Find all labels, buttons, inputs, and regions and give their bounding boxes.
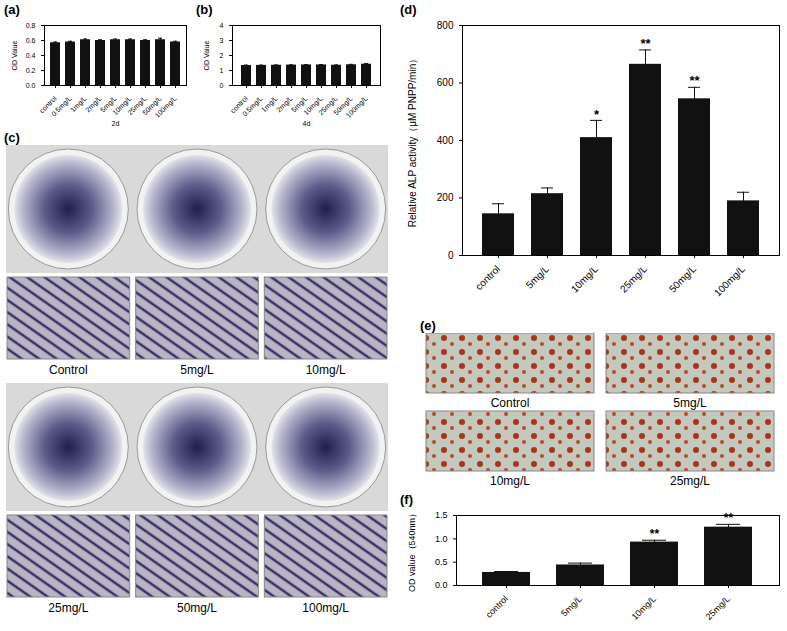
svg-text:2: 2 [220, 52, 224, 59]
svg-text:5mg/L: 5mg/L [673, 396, 707, 410]
svg-text:0.5mg/L: 0.5mg/L [50, 94, 73, 118]
svg-text:control: control [229, 94, 249, 115]
svg-text:10mg/L: 10mg/L [569, 263, 601, 295]
svg-text:1: 1 [220, 67, 224, 74]
svg-text:25mg/L: 25mg/L [126, 94, 148, 117]
html-text:(a): (a) [4, 2, 20, 17]
svg-text:50mg/L: 50mg/L [141, 94, 163, 117]
svg-text:1.5: 1.5 [435, 510, 448, 520]
svg-text:10mg/L: 10mg/L [630, 594, 658, 622]
svg-text:0.2: 0.2 [26, 67, 36, 74]
html-text:(c): (c) [4, 130, 20, 145]
svg-text:400: 400 [437, 135, 454, 146]
svg-text:0.5mg/L: 0.5mg/L [241, 94, 264, 118]
svg-text:100mg/L: 100mg/L [302, 601, 349, 615]
svg-text:2d: 2d [112, 120, 120, 127]
svg-text:0.0: 0.0 [435, 580, 448, 590]
svg-text:50mg/L: 50mg/L [667, 263, 699, 295]
svg-text:control: control [484, 594, 510, 620]
svg-text:100mg/L: 100mg/L [154, 95, 179, 120]
svg-text:0.4: 0.4 [26, 52, 36, 59]
svg-text:control: control [473, 263, 502, 292]
svg-text:0.6: 0.6 [26, 37, 36, 44]
svg-text:4d: 4d [303, 120, 311, 127]
svg-text:5mg/L: 5mg/L [99, 94, 118, 114]
svg-text:25mg/L: 25mg/L [317, 94, 339, 117]
svg-text:0.0: 0.0 [26, 82, 36, 89]
svg-text:OD Value: OD Value [203, 40, 210, 70]
svg-text:25mg/L: 25mg/L [670, 474, 710, 488]
svg-text:*: * [594, 107, 600, 122]
svg-text:1mg/L: 1mg/L [69, 94, 88, 114]
svg-text:**: ** [640, 36, 651, 51]
svg-text:800: 800 [437, 20, 454, 31]
svg-text:10mg/L: 10mg/L [302, 94, 324, 117]
svg-text:25mg/L: 25mg/L [704, 594, 732, 622]
html-text:(f): (f) [400, 492, 413, 507]
svg-text:10mg/L: 10mg/L [490, 474, 530, 488]
svg-text:5mg/L: 5mg/L [559, 594, 584, 619]
svg-text:0.8: 0.8 [26, 22, 36, 29]
svg-text:5mg/L: 5mg/L [524, 263, 552, 291]
svg-text:control: control [38, 94, 58, 115]
svg-text:5mg/L: 5mg/L [180, 363, 214, 377]
svg-text:Control: Control [491, 396, 530, 410]
svg-text:0: 0 [220, 82, 224, 89]
html-text:(b): (b) [196, 2, 213, 17]
svg-text:**: ** [724, 511, 734, 525]
svg-text:10mg/L: 10mg/L [111, 94, 133, 117]
svg-text:OD Value: OD Value [11, 40, 18, 70]
svg-text:0: 0 [448, 250, 454, 261]
svg-text:4: 4 [220, 22, 224, 29]
svg-text:10mg/L: 10mg/L [306, 363, 346, 377]
svg-text:1.0: 1.0 [435, 534, 448, 544]
html-text:(d): (d) [400, 2, 417, 17]
svg-text:25mg/L: 25mg/L [618, 263, 650, 295]
svg-text:Control: Control [49, 363, 88, 377]
svg-text:**: ** [689, 73, 700, 88]
svg-text:1mg/L: 1mg/L [260, 94, 279, 114]
svg-text:100mg/L: 100mg/L [345, 95, 370, 120]
svg-text:**: ** [650, 527, 660, 541]
svg-text:200: 200 [437, 192, 454, 203]
svg-text:50mg/L: 50mg/L [332, 94, 354, 117]
svg-text:600: 600 [437, 77, 454, 88]
svg-text:3: 3 [220, 37, 224, 44]
svg-text:Relative ALP activity（μM PNPP/: Relative ALP activity（μM PNPP/min） [407, 54, 418, 227]
svg-text:5mg/L: 5mg/L [290, 94, 309, 114]
svg-text:0.5: 0.5 [435, 557, 448, 567]
svg-text:50mg/L: 50mg/L [177, 601, 217, 615]
html-text:(e): (e) [420, 318, 436, 333]
svg-text:25mg/L: 25mg/L [48, 601, 88, 615]
svg-text:100mg/L: 100mg/L [712, 263, 748, 299]
svg-text:2mg/L: 2mg/L [84, 94, 103, 114]
svg-text:OD value（540nm）: OD value（540nm） [407, 509, 417, 592]
svg-text:2mg/L: 2mg/L [275, 94, 294, 114]
